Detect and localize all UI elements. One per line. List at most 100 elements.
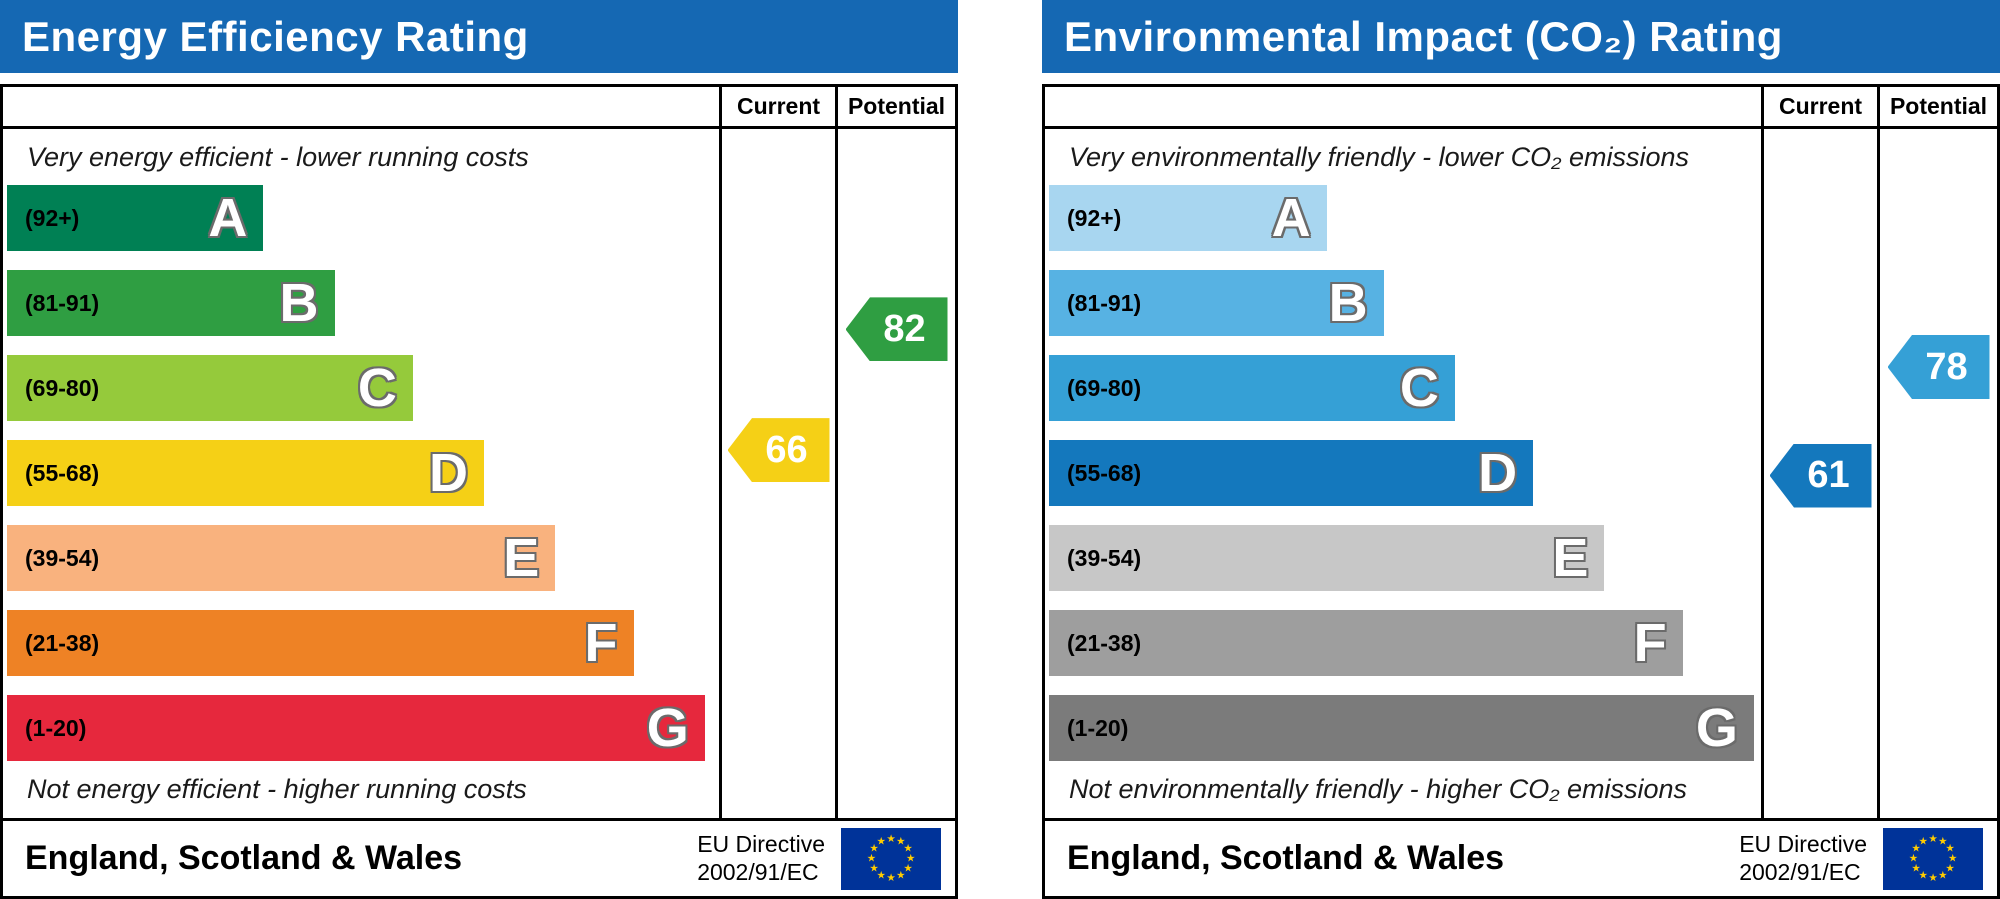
band-row-c: (69-80) C (1049, 355, 1761, 421)
rating-scale: Very environmentally friendly - lower CO… (1045, 129, 1761, 818)
rating-table: Current Potential Very energy efficient … (0, 84, 958, 899)
potential-rating-arrow: 82 (845, 297, 948, 362)
band-g: (1-20) G (1049, 695, 1754, 761)
band-f: (21-38) F (7, 610, 634, 676)
svg-text:★: ★ (886, 833, 895, 844)
region-label: England, Scotland & Wales (1067, 839, 1505, 877)
svg-text:★: ★ (1909, 853, 1918, 864)
potential-column-header: Potential (1877, 87, 1997, 129)
svg-text:★: ★ (1938, 870, 1947, 881)
band-letter: F (1633, 613, 1667, 673)
band-letter: G (646, 698, 689, 758)
band-range-label: (21-38) (1067, 629, 1142, 656)
svg-text:★: ★ (1928, 833, 1937, 844)
svg-text:★: ★ (903, 843, 912, 854)
bottom-note: Not energy efficient - higher running co… (27, 774, 527, 804)
svg-text:★: ★ (1938, 836, 1947, 847)
chart-title-bar: Energy Efficiency Rating (0, 0, 958, 73)
energy-efficiency-rating-chart: Energy Efficiency Rating Current Potenti… (0, 0, 958, 899)
rating-table: Current Potential Very environmentally f… (1042, 84, 2000, 899)
band-row-g: (1-20) G (7, 695, 719, 761)
eu-flag-icon: ★ ★ ★ ★ ★ ★ ★ ★ ★ ★ ★ ★ (1883, 827, 1983, 890)
chart-title: Energy Efficiency Rating (22, 12, 529, 60)
band-letter: C (357, 358, 397, 418)
band-range-label: (1-20) (1067, 714, 1129, 741)
svg-text:★: ★ (1911, 863, 1920, 874)
band-range-label: (1-20) (25, 714, 87, 741)
band-row-g: (1-20) G (1049, 695, 1761, 761)
band-c: (69-80) C (1049, 355, 1455, 421)
bottom-note: Not environmentally friendly - higher CO… (1069, 774, 1688, 804)
potential-rating-arrow: 78 (1887, 335, 1990, 399)
svg-text:★: ★ (886, 873, 895, 884)
band-row-b: (81-91) B (7, 270, 719, 336)
current-column-header: Current (719, 87, 835, 129)
band-row-e: (39-54) E (7, 525, 719, 591)
svg-text:★: ★ (867, 853, 876, 864)
band-d: (55-68) D (1049, 440, 1534, 506)
band-letter: B (1328, 273, 1368, 333)
svg-text:★: ★ (1948, 853, 1957, 864)
table-footer: England, Scotland & Wales EU Directive 2… (3, 818, 955, 896)
svg-text:★: ★ (896, 870, 905, 881)
band-range-label: (92+) (1067, 204, 1122, 231)
potential-rating-cell: 82 (835, 129, 955, 818)
band-letter: B (279, 273, 319, 333)
band-range-label: (69-80) (1067, 374, 1142, 401)
rating-scale: Very energy efficient - lower running co… (3, 129, 719, 818)
band-row-c: (69-80) C (7, 355, 719, 421)
band-c: (69-80) C (7, 355, 413, 421)
band-row-a: (92+) A (1049, 185, 1761, 251)
environmental-impact-rating-chart: Environmental Impact (CO₂) Rating Curren… (1042, 0, 2000, 899)
svg-text:★: ★ (1919, 836, 1928, 847)
current-rating-cell: 66 (719, 129, 835, 818)
band-d: (55-68) D (7, 440, 485, 506)
current-rating-arrow: 61 (1769, 443, 1872, 508)
band-e: (39-54) E (7, 525, 556, 591)
band-row-f: (21-38) F (7, 610, 719, 676)
band-letter: A (208, 188, 248, 248)
eu-directive-line1: EU Directive (1739, 830, 1867, 857)
band-range-label: (55-68) (1067, 459, 1142, 486)
band-range-label: (81-91) (1067, 289, 1142, 316)
svg-text:★: ★ (906, 853, 915, 864)
table-footer: England, Scotland & Wales EU Directive 2… (1045, 818, 1997, 896)
band-letter: D (429, 443, 469, 503)
header-spacer-cell (3, 87, 719, 129)
svg-text:★: ★ (877, 870, 886, 881)
band-range-label: (21-38) (25, 629, 100, 656)
band-a: (92+) A (1049, 185, 1327, 251)
band-letter: G (1695, 698, 1738, 758)
svg-text:★: ★ (896, 836, 905, 847)
eu-directive-line1: EU Directive (697, 830, 825, 857)
band-g: (1-20) G (7, 695, 705, 761)
band-letter: E (503, 528, 540, 588)
header-spacer-cell (1045, 87, 1761, 129)
svg-text:★: ★ (877, 836, 886, 847)
top-note: Very environmentally friendly - lower CO… (1069, 141, 1689, 172)
band-f: (21-38) F (1049, 610, 1683, 676)
chart-title-bar: Environmental Impact (CO₂) Rating (1042, 0, 2000, 73)
svg-text:★: ★ (1945, 863, 1954, 874)
eu-directive-line2: 2002/91/EC (697, 858, 819, 885)
svg-text:★: ★ (1911, 843, 1920, 854)
svg-text:★: ★ (903, 863, 912, 874)
band-range-label: (39-54) (25, 544, 100, 571)
band-letter: A (1271, 188, 1311, 248)
band-b: (81-91) B (1049, 270, 1384, 336)
band-row-d: (55-68) D (7, 440, 719, 506)
eu-directive-label: EU Directive 2002/91/EC (1739, 831, 1867, 886)
band-range-label: (92+) (25, 204, 80, 231)
bands: (92+) A (81-91) B (69-80) C (55-68) D (39-54) E (2… (1045, 185, 1761, 761)
band-e: (39-54) E (1049, 525, 1605, 591)
band-letter: F (584, 613, 618, 673)
svg-text:★: ★ (1928, 873, 1937, 884)
band-range-label: (81-91) (25, 289, 100, 316)
band-range-label: (55-68) (25, 459, 100, 486)
band-row-f: (21-38) F (1049, 610, 1761, 676)
band-row-a: (92+) A (7, 185, 719, 251)
band-range-label: (69-80) (25, 374, 100, 401)
band-row-d: (55-68) D (1049, 440, 1761, 506)
potential-column-header: Potential (835, 87, 955, 129)
